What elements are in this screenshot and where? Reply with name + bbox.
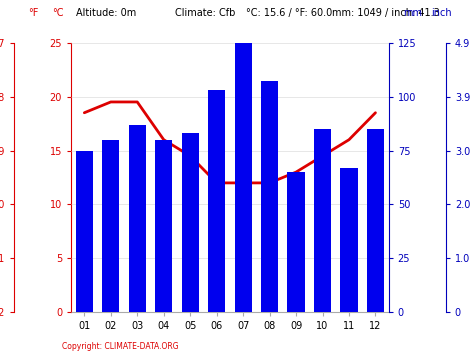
- Text: Climate: Cfb: Climate: Cfb: [175, 8, 236, 18]
- Bar: [287, 172, 305, 312]
- Text: mm: 1049 / inch: 41.3: mm: 1049 / inch: 41.3: [332, 8, 439, 18]
- Bar: [182, 133, 199, 312]
- Text: Copyright: CLIMATE-DATA.ORG: Copyright: CLIMATE-DATA.ORG: [62, 343, 178, 351]
- Text: °F: °F: [28, 8, 39, 18]
- Bar: [128, 125, 146, 312]
- Bar: [155, 140, 173, 312]
- Text: Altitude: 0m: Altitude: 0m: [76, 8, 136, 18]
- Bar: [235, 43, 252, 312]
- Text: inch: inch: [431, 8, 452, 18]
- Bar: [208, 90, 225, 312]
- Text: °C: 15.6 / °F: 60.0: °C: 15.6 / °F: 60.0: [246, 8, 333, 18]
- Bar: [102, 140, 119, 312]
- Text: mm: mm: [403, 8, 422, 18]
- Bar: [314, 129, 331, 312]
- Text: °C: °C: [52, 8, 64, 18]
- Bar: [340, 168, 357, 312]
- Bar: [76, 151, 93, 312]
- Bar: [261, 81, 278, 312]
- Bar: [367, 129, 384, 312]
